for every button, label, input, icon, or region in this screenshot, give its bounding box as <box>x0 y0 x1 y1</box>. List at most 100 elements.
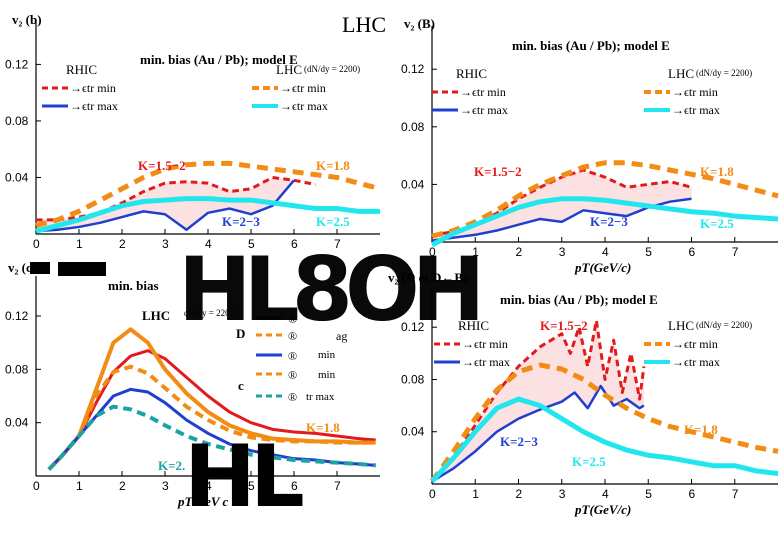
x-tick-label: 0 <box>33 479 40 493</box>
x-tick-label: 5 <box>248 237 255 251</box>
rhic-band <box>432 170 692 241</box>
y-tick-label: 0.04 <box>5 416 29 430</box>
series-lhc_min <box>431 160 779 239</box>
series-lhc_max <box>35 196 380 234</box>
legend-sub-lhc: (dN/dy = 2200) <box>696 68 752 78</box>
x-tick-label: 6 <box>291 237 298 251</box>
x-tick-label: 5 <box>645 487 652 501</box>
y-tick-label: 0.04 <box>401 425 425 439</box>
series-lhc_min <box>35 160 381 228</box>
legend-heading-lhc: LHC <box>668 66 694 81</box>
legend-heading-rhic: RHIC <box>458 318 489 333</box>
x-axis-label: pT(GeV/c) <box>574 502 631 517</box>
x-tick-label: 4 <box>205 479 212 493</box>
legend-item: ® <box>288 390 297 404</box>
annotation: K=2.5 <box>700 216 734 231</box>
legend-item: →ϵtr min <box>460 85 506 99</box>
y-tick-label: 0.08 <box>401 120 425 134</box>
y-tick-label: 0.08 <box>5 362 29 376</box>
x-tick-label: 4 <box>602 245 609 259</box>
annotation: K=1.5−2 <box>540 318 588 333</box>
y-tick-label: 0.04 <box>401 177 425 191</box>
legend-item: →ϵtr max <box>462 355 510 369</box>
chart-title: min. bias <box>108 278 159 293</box>
panel-label: v₂ (D et D←B) <box>388 270 467 285</box>
x-tick-label: 7 <box>732 487 739 501</box>
x-tick-label: 7 <box>334 237 341 251</box>
x-tick-label: 2 <box>516 245 523 259</box>
x-tick-label: 7 <box>334 479 341 493</box>
x-tick-label: 2 <box>119 479 126 493</box>
y-tick-label: 0.12 <box>401 320 425 334</box>
y-tick-label: 0.04 <box>5 170 29 184</box>
annotation: K=2−3 <box>222 214 260 229</box>
legend-item: ag <box>336 329 347 343</box>
x-tick-label: 2 <box>119 237 126 251</box>
x-tick-label: 5 <box>645 245 652 259</box>
x-tick-label: 6 <box>291 479 298 493</box>
annotation: K=2.5 <box>572 454 606 469</box>
annotation: K=1.5−2 <box>474 164 522 179</box>
annotation: K=2−3 <box>500 434 538 449</box>
x-tick-label: 0 <box>33 237 40 251</box>
x-tick-label: 3 <box>162 479 169 493</box>
panel-label: v₂ (B) <box>404 16 435 31</box>
x-tick-label: 7 <box>732 245 739 259</box>
x-tick-label: 3 <box>559 245 566 259</box>
x-tick-label: 1 <box>472 245 479 259</box>
series-lhc_min <box>429 362 779 483</box>
y-tick-label: 0.08 <box>5 114 29 128</box>
x-axis-label: pT GeV c <box>177 494 229 509</box>
annotation: K=1.8 <box>306 420 340 435</box>
x-tick-label: 4 <box>205 237 212 251</box>
annotation: K=1.8 <box>700 164 734 179</box>
x-tick-label: 5 <box>248 479 255 493</box>
x-tick-label: 1 <box>76 479 83 493</box>
series-teal_dashed <box>47 404 376 471</box>
series-orange_dashed <box>47 364 376 471</box>
x-axis-label: pT(GeV/c) <box>574 260 631 275</box>
chart-panel-2: 0 1 2 3 4 5 6 7 0.04 0.08 0.12 v₂ (B) pT(GeV/c) min. … <box>401 16 779 275</box>
series-lhc_max <box>430 196 779 248</box>
legend-item: D <box>236 326 245 341</box>
legend-item: ® <box>288 329 297 343</box>
legend-item: →ϵtr min <box>280 81 326 95</box>
y-tick-label: 0.12 <box>5 309 29 323</box>
legend-item: →ϵtr min <box>462 337 508 351</box>
x-tick-label: 1 <box>472 487 479 501</box>
y-tick-label: 0.12 <box>5 57 29 71</box>
series-red_solid <box>47 349 376 471</box>
series-lhc_max <box>430 396 779 484</box>
legend-heading-lhc: LHC <box>668 318 694 333</box>
chart-panel-4: 0 1 2 3 4 5 6 7 0.04 0.08 0.12 v₂ (D et D←B) pT(GeV/… <box>388 270 779 517</box>
legend-item: min <box>318 369 336 381</box>
x-tick-label: 6 <box>689 487 696 501</box>
x-tick-label: 6 <box>689 245 696 259</box>
artifact-glyphs-top: HL8OH <box>178 238 485 341</box>
legend-item: →ϵtr min <box>672 85 718 99</box>
legend-item: →ϵtr max <box>70 99 118 113</box>
annotation: K=1.8 <box>316 158 350 173</box>
legend-heading-rhic: RHIC <box>456 66 487 81</box>
panel-label: v₂ (b) <box>12 12 42 27</box>
y-tick-label: 0.12 <box>401 62 425 76</box>
chart-title: min. bias (Au / Pb); model E <box>140 52 298 67</box>
legend-item: →ϵtr max <box>460 103 508 117</box>
annotation: K=2−3 <box>590 214 628 229</box>
legend-item: min <box>318 349 336 361</box>
x-tick-label: 4 <box>602 487 609 501</box>
legend-heading-lhc: LHC <box>142 308 170 323</box>
legend-item: →ϵtr max <box>280 99 328 113</box>
legend-item: →ϵtr min <box>70 81 116 95</box>
chart-title: min. bias (Au / Pb); model E <box>500 292 658 307</box>
x-tick-label: 0 <box>429 245 436 259</box>
annotation: K=2. <box>158 458 185 473</box>
x-tick-label: 2 <box>516 487 523 501</box>
artifact-glyphs-bottom: HL <box>184 427 305 527</box>
legend-sub-lhc: (dN/dy = 2200) <box>304 64 360 74</box>
annotation: K=1.5−2 <box>138 158 186 173</box>
y-tick-label: 0.08 <box>401 372 425 386</box>
x-tick-label: 1 <box>76 237 83 251</box>
